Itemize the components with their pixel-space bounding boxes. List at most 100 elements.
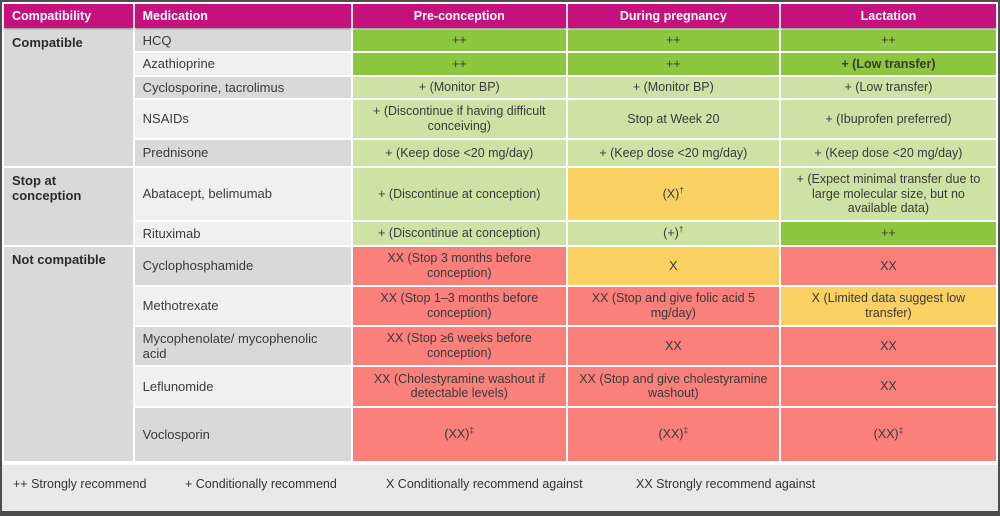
compatibility-group-label: Stop at conception (4, 167, 133, 245)
medication-name: Cyclophosphamide (134, 246, 351, 285)
recommendation-cell: XX (Stop and give folic acid 5 mg/day) (567, 286, 779, 325)
recommendation-cell: + (Ibuprofen preferred) (780, 99, 996, 138)
footnote-marker: † (678, 223, 684, 234)
recommendation-text: ++ (666, 56, 681, 71)
recommendation-cell: + (Low transfer) (780, 76, 996, 98)
recommendation-text: XX (Cholestyramine washout if detectable… (373, 371, 545, 401)
recommendation-text: + (Discontinue at conception) (378, 186, 541, 201)
recommendation-cell: XX (Stop ≥6 weeks before conception) (352, 326, 566, 365)
recommendation-cell: XX (567, 326, 779, 365)
recommendation-cell: ++ (780, 221, 996, 245)
table-row: Cyclosporine, tacrolimus + (Monitor BP) + … (4, 76, 996, 98)
recommendation-cell: XX (Stop 3 months before conception) (352, 246, 566, 285)
recommendation-text: ++ (666, 33, 681, 48)
recommendation-text: Stop at Week 20 (627, 111, 720, 126)
recommendation-cell: X (567, 246, 779, 285)
recommendation-text: + (Keep dose <20 mg/day) (599, 145, 748, 160)
medication-name: Abatacept, belimumab (134, 167, 351, 220)
table-row: Voclosporin (XX)‡ (XX)‡ (XX)‡ (4, 407, 996, 461)
recommendation-cell: X (Limited data suggest low transfer) (780, 286, 996, 325)
recommendation-text: XX (Stop ≥6 weeks before conception) (386, 331, 532, 360)
table-header-row: Compatibility Medication Pre-conception Dur… (4, 4, 996, 28)
column-header-pre-conception: Pre-conception (352, 4, 566, 28)
medication-name: Azathioprine (134, 53, 351, 75)
recommendation-text: (X) (662, 186, 680, 201)
recommendation-text: + (Ibuprofen preferred) (825, 111, 952, 126)
column-header-during-pregnancy: During pregnancy (567, 4, 779, 28)
medication-name: Voclosporin (134, 407, 351, 461)
legend-item: + Conditionally recommend (185, 476, 337, 491)
medication-name: Cyclosporine, tacrolimus (134, 76, 351, 98)
medication-name: Rituximab (134, 221, 351, 245)
recommendation-cell: ++ (780, 30, 996, 52)
recommendation-text: XX (665, 338, 682, 353)
legend-footer: ++ Strongly recommend + Conditionally rec… (2, 462, 998, 511)
medication-name: Methotrexate (134, 286, 351, 325)
recommendation-text: XX (880, 379, 897, 394)
recommendation-cell: XX (Stop and give cholestyramine washout… (567, 366, 779, 406)
compatibility-group-label: Compatible (4, 30, 133, 166)
table-row: Prednisone + (Keep dose <20 mg/day) + (Kee… (4, 139, 996, 166)
footnote-marker: ‡ (898, 424, 904, 435)
recommendation-cell: (XX)‡ (780, 407, 996, 461)
footnote-marker: ‡ (683, 424, 689, 435)
table-row: Leflunomide XX (Cholestyramine washout if… (4, 366, 996, 406)
recommendation-cell: + (Discontinue at conception) (352, 167, 566, 220)
recommendation-cell: (X)† (567, 167, 779, 220)
medication-name: Prednisone (134, 139, 351, 166)
recommendation-text: (+) (663, 226, 679, 241)
legend-item: X Conditionally recommend against (386, 476, 583, 491)
recommendation-cell: + (Discontinue at conception) (352, 221, 566, 245)
recommendation-text: X (Limited data suggest low transfer) (811, 291, 966, 320)
recommendation-text: + (Discontinue at conception) (378, 226, 541, 241)
table-header: Compatibility Medication Pre-conception Dur… (4, 4, 996, 28)
recommendation-text: XX (Stop 3 months before conception) (387, 251, 532, 280)
legend-item: XX Strongly recommend against (636, 476, 816, 491)
recommendation-cell: + (Keep dose <20 mg/day) (780, 139, 996, 166)
column-header-medication: Medication (134, 4, 351, 28)
recommendation-text: + (Expect minimal transfer due to large … (796, 171, 981, 216)
recommendation-cell: + (Keep dose <20 mg/day) (352, 139, 566, 166)
recommendation-text: XX (880, 338, 897, 353)
medication-name: HCQ (134, 30, 351, 52)
medication-name: Leflunomide (134, 366, 351, 406)
compatibility-group-label: Not compatible (4, 246, 133, 461)
recommendation-text: X (669, 258, 678, 273)
recommendation-cell: + (Monitor BP) (352, 76, 566, 98)
recommendation-text: + (Monitor BP) (632, 79, 714, 94)
recommendation-text: + (Monitor BP) (418, 79, 500, 94)
footnote-marker: † (679, 184, 685, 195)
recommendation-text: + (Keep dose <20 mg/day) (814, 145, 963, 160)
table-row: NSAIDs + (Discontinue if having difficult… (4, 99, 996, 138)
recommendation-text: (XX) (873, 427, 899, 442)
table-row: Methotrexate XX (Stop 1–3 months before c… (4, 286, 996, 325)
recommendation-text: XX (Stop 1–3 months before conception) (380, 291, 539, 320)
recommendation-text: ++ (451, 56, 467, 71)
recommendation-cell: XX (Stop 1–3 months before conception) (352, 286, 566, 325)
footnote-marker: ‡ (469, 424, 475, 435)
recommendation-cell: XX (780, 326, 996, 365)
table-row: Mycophenolate/ mycophenolic acid XX (Stop… (4, 326, 996, 365)
recommendation-text: (XX) (658, 427, 684, 442)
table-row: Not compatible Cyclophosphamide XX (Stop 3… (4, 246, 996, 461)
recommendation-cell: ++ (352, 30, 566, 52)
recommendation-cell: ++ (352, 53, 566, 75)
recommendation-text: + (Low transfer) (844, 79, 933, 94)
recommendation-cell: Stop at Week 20 (567, 99, 779, 138)
recommendation-text: (XX) (444, 427, 470, 442)
recommendation-text: + (Keep dose <20 mg/day) (385, 145, 534, 160)
column-header-lactation: Lactation (780, 4, 996, 28)
legend-item: ++ Strongly recommend (13, 476, 147, 491)
table-row: Rituximab + (Discontinue at conception) (+… (4, 221, 996, 245)
recommendation-text: XX (Stop and give cholestyramine washout… (579, 371, 768, 401)
recommendation-cell: (XX)‡ (352, 407, 566, 461)
recommendation-text: ++ (881, 226, 896, 241)
recommendation-cell: XX (780, 246, 996, 285)
recommendation-text: + (Low transfer) (841, 56, 936, 71)
recommendation-cell: + (Discontinue if having difficult conce… (352, 99, 566, 138)
recommendation-cell: ++ (567, 53, 779, 75)
medication-compatibility-table: Compatibility Medication Pre-conception Dur… (2, 2, 998, 463)
recommendation-cell: (+)† (567, 221, 779, 245)
column-header-compatibility: Compatibility (4, 4, 133, 28)
